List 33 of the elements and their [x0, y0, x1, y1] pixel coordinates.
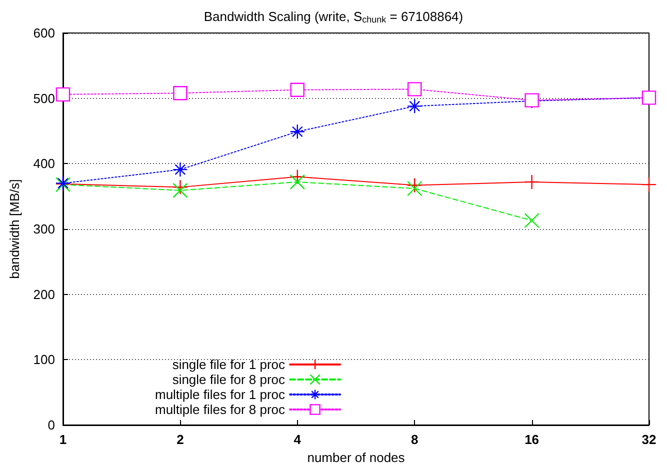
y-tick-label: 200 [33, 286, 55, 302]
point [173, 86, 188, 100]
point [56, 87, 70, 102]
y-tick-label: 600 [33, 26, 55, 40]
legend-label: single file for 8 proc [172, 372, 286, 387]
point [172, 182, 188, 198]
point [407, 178, 422, 193]
legend-label: multiple files for 1 proc [154, 387, 286, 402]
point [290, 174, 305, 190]
y-tick-label: 300 [33, 222, 55, 236]
x-axis-title: number of nodes [307, 450, 406, 465]
x-tick-label: 32 [642, 432, 656, 447]
point [290, 169, 305, 184]
x-tick-label: 16 [524, 432, 540, 447]
point [407, 98, 422, 114]
y-tick-label: 100 [33, 352, 55, 368]
point [641, 176, 657, 192]
point [172, 180, 188, 195]
y-axis-title: bandwidth [MB/s] [7, 179, 22, 279]
legend-label: single file for 1 proc [172, 357, 286, 372]
y-tick-label: 400 [33, 156, 55, 172]
point [407, 180, 422, 196]
y-tick-label: 500 [33, 90, 55, 106]
y-tick-label: 0 [48, 418, 55, 432]
point [290, 124, 305, 140]
legend-label: multiple files for 8 proc [154, 402, 286, 417]
x-tick-label: 2 [176, 432, 184, 447]
x-tick-label: 4 [294, 432, 302, 447]
point [524, 174, 540, 190]
point [524, 212, 540, 228]
x-tick-label: 1 [59, 432, 67, 447]
x-tick-label: 8 [410, 432, 418, 447]
point [172, 162, 188, 178]
